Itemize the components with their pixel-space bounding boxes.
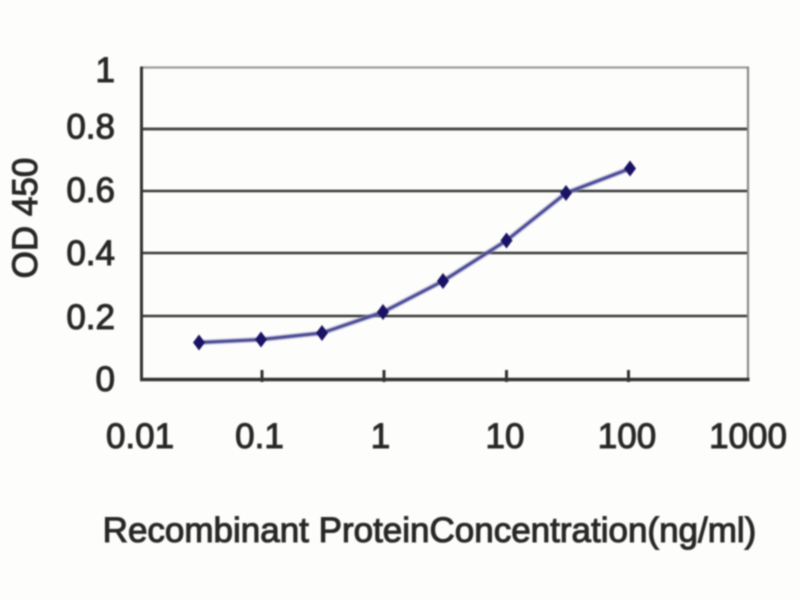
svg-text:100: 100 — [598, 417, 656, 456]
svg-text:OD 450: OD 450 — [6, 158, 45, 279]
svg-text:0.8: 0.8 — [66, 108, 115, 147]
svg-text:1: 1 — [371, 417, 390, 456]
svg-text:1: 1 — [96, 51, 115, 90]
svg-text:0.4: 0.4 — [66, 234, 115, 273]
svg-text:10: 10 — [486, 417, 525, 456]
svg-text:1000: 1000 — [709, 417, 787, 456]
svg-text:0: 0 — [96, 360, 115, 399]
svg-text:0.01: 0.01 — [106, 417, 174, 456]
svg-text:Recombinant ProteinConcentrati: Recombinant ProteinConcentration(ng/ml) — [103, 511, 757, 550]
svg-text:0.2: 0.2 — [66, 298, 115, 337]
svg-text:0.6: 0.6 — [66, 171, 115, 210]
svg-text:0.1: 0.1 — [235, 417, 284, 456]
